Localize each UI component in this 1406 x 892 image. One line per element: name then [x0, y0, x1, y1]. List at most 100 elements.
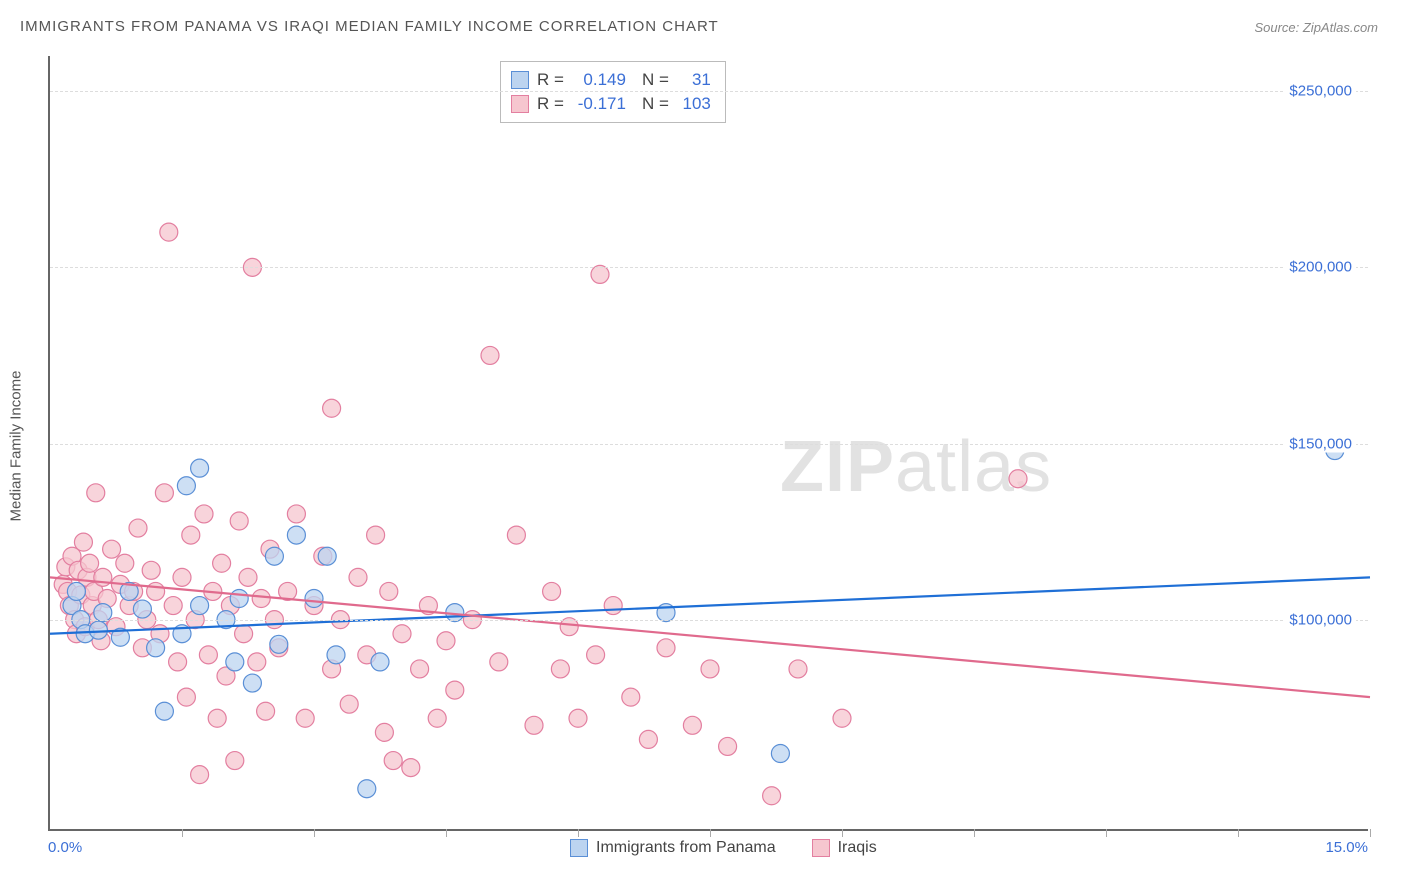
data-point	[763, 787, 781, 805]
y-tick-label: $100,000	[1285, 611, 1356, 628]
data-point	[375, 723, 393, 741]
gridline	[50, 91, 1368, 92]
series-legend: Immigrants from Panama Iraqis	[570, 839, 877, 857]
data-point	[789, 660, 807, 678]
scatter-svg	[50, 56, 1368, 829]
data-point	[349, 568, 367, 586]
data-point	[155, 702, 173, 720]
data-point	[371, 653, 389, 671]
x-axis-max-label: 15.0%	[1325, 839, 1368, 856]
corr-row: R =-0.171N =103	[511, 92, 711, 116]
data-point	[701, 660, 719, 678]
data-point	[191, 459, 209, 477]
data-point	[173, 568, 191, 586]
data-point	[248, 653, 266, 671]
data-point	[116, 554, 134, 572]
data-point	[213, 554, 231, 572]
x-tick	[710, 829, 711, 837]
data-point	[481, 346, 499, 364]
data-point	[305, 590, 323, 608]
data-point	[543, 582, 561, 600]
data-point	[287, 526, 305, 544]
corr-r-value: 0.149	[572, 68, 626, 92]
data-point	[243, 674, 261, 692]
data-point	[340, 695, 358, 713]
data-point	[147, 582, 165, 600]
corr-row: R = 0.149 N = 31	[511, 68, 711, 92]
data-point	[380, 582, 398, 600]
corr-n-label: N =	[642, 92, 669, 116]
data-point	[323, 399, 341, 417]
data-point	[155, 484, 173, 502]
data-point	[587, 646, 605, 664]
y-tick-label: $250,000	[1285, 83, 1356, 100]
data-point	[81, 554, 99, 572]
data-point	[230, 590, 248, 608]
data-point	[525, 716, 543, 734]
swatch-icon	[570, 839, 588, 857]
data-point	[639, 730, 657, 748]
data-point	[160, 223, 178, 241]
gridline	[50, 267, 1368, 268]
x-tick	[1238, 829, 1239, 837]
data-point	[182, 526, 200, 544]
data-point	[833, 709, 851, 727]
data-point	[169, 653, 187, 671]
data-point	[551, 660, 569, 678]
data-point	[89, 621, 107, 639]
data-point	[428, 709, 446, 727]
corr-n-label: N =	[642, 68, 669, 92]
data-point	[437, 632, 455, 650]
data-point	[367, 526, 385, 544]
data-point	[257, 702, 275, 720]
data-point	[569, 709, 587, 727]
legend-label: Iraqis	[838, 839, 877, 857]
data-point	[87, 484, 105, 502]
y-axis-title: Median Family Income	[8, 371, 25, 522]
data-point	[226, 752, 244, 770]
legend-item: Iraqis	[812, 839, 877, 857]
data-point	[103, 540, 121, 558]
data-point	[142, 561, 160, 579]
data-point	[490, 653, 508, 671]
x-tick	[314, 829, 315, 837]
data-point	[252, 590, 270, 608]
data-point	[1009, 470, 1027, 488]
data-point	[393, 625, 411, 643]
plot-area: ZIPatlas R =0.149N =31R =-0.171N =103 Im…	[48, 56, 1368, 831]
data-point	[318, 547, 336, 565]
data-point	[235, 625, 253, 643]
swatch-icon	[511, 95, 529, 113]
data-point	[195, 505, 213, 523]
x-tick	[182, 829, 183, 837]
data-point	[411, 660, 429, 678]
data-point	[771, 745, 789, 763]
data-point	[191, 597, 209, 615]
data-point	[177, 477, 195, 495]
data-point	[67, 582, 85, 600]
corr-r-label: R =	[537, 68, 564, 92]
data-point	[287, 505, 305, 523]
x-axis-min-label: 0.0%	[48, 839, 82, 856]
data-point	[683, 716, 701, 734]
data-point	[199, 646, 217, 664]
y-tick-label: $150,000	[1285, 435, 1356, 452]
legend-item: Immigrants from Panama	[570, 839, 776, 857]
corr-r-label: R =	[537, 92, 564, 116]
gridline	[50, 444, 1368, 445]
corr-r-value: -0.171	[572, 92, 626, 116]
data-point	[507, 526, 525, 544]
data-point	[177, 688, 195, 706]
data-point	[230, 512, 248, 530]
data-point	[657, 639, 675, 657]
x-tick	[1370, 829, 1371, 837]
data-point	[208, 709, 226, 727]
data-point	[358, 780, 376, 798]
data-point	[327, 646, 345, 664]
data-point	[296, 709, 314, 727]
corr-n-value: 31	[677, 68, 711, 92]
data-point	[133, 600, 151, 618]
data-point	[239, 568, 257, 586]
legend-label: Immigrants from Panama	[596, 839, 776, 857]
data-point	[147, 639, 165, 657]
